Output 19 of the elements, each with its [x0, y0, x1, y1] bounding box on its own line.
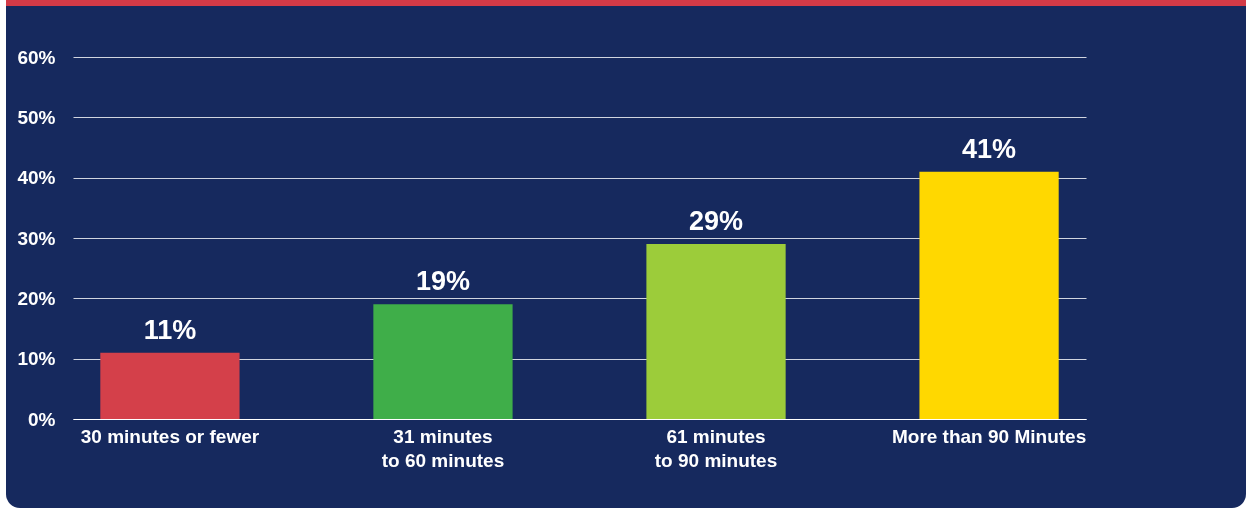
- y-tick-label: 10%: [17, 348, 56, 370]
- bar: [373, 304, 513, 419]
- y-tick-label: 30%: [17, 227, 56, 249]
- x-tick-label: 30 minutes or fewer: [80, 425, 260, 447]
- bar: [100, 352, 240, 419]
- bar: [919, 171, 1059, 419]
- x-tick-label: 31 minutes to 60 minutes: [381, 425, 505, 471]
- y-tick-label: 0%: [28, 408, 56, 430]
- x-tick-label: 61 minutes to 90 minutes: [654, 425, 778, 471]
- x-tick-label: More than 90 Minutes: [891, 425, 1087, 447]
- data-label: 19%: [415, 266, 470, 297]
- data-label: 11%: [143, 314, 197, 345]
- y-tick-label: 40%: [17, 167, 56, 189]
- y-tick-label: 20%: [17, 287, 56, 309]
- data-label: 41%: [962, 133, 1017, 164]
- data-label: 29%: [689, 206, 744, 237]
- y-tick-label: 50%: [17, 106, 56, 128]
- y-tick-label: 60%: [17, 46, 56, 68]
- bar: [646, 244, 786, 419]
